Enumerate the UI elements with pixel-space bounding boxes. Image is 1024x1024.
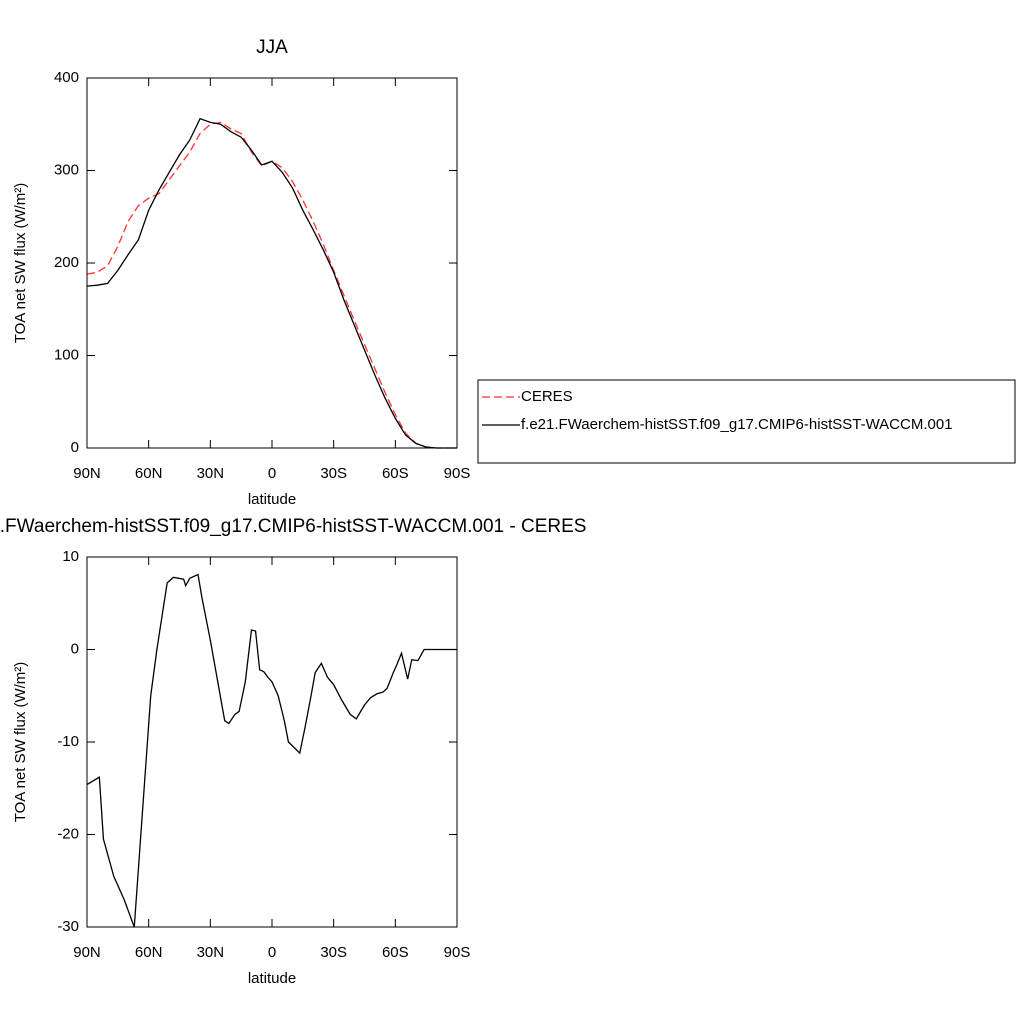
chart-title: f.e21.FWaerchem-histSST.f09_g17.CMIP6-hi…	[0, 516, 586, 537]
x-tick-label: 0	[268, 465, 276, 482]
legend-box	[477, 379, 1016, 464]
x-tick-label: 60N	[135, 944, 163, 961]
x-tick-label: 30S	[320, 465, 347, 482]
data-line	[86, 121, 457, 449]
y-tick-label: -20	[57, 825, 79, 842]
y-axis-label: TOA net SW flux (W/m²)	[12, 662, 29, 823]
x-tick-label: 60N	[135, 465, 163, 482]
x-axis-label: latitude	[248, 491, 296, 508]
plot-frame	[86, 77, 458, 449]
y-tick-label: 0	[71, 439, 79, 456]
y-axis-label: TOA net SW flux (W/m²)	[12, 183, 29, 344]
x-tick-label: 90S	[444, 944, 471, 961]
x-tick-label: 30N	[197, 465, 225, 482]
x-tick-label: 30N	[197, 944, 225, 961]
x-tick-label: 90S	[444, 465, 471, 482]
plot-frame	[86, 556, 458, 928]
legend-label: f.e21.FWaerchem-histSST.f09_g17.CMIP6-hi…	[521, 416, 953, 433]
y-tick-label: -30	[57, 918, 79, 935]
y-tick-label: 400	[54, 69, 79, 86]
x-tick-label: 60S	[382, 944, 409, 961]
y-tick-label: 100	[54, 346, 79, 363]
y-tick-label: 300	[54, 161, 79, 178]
x-tick-label: 60S	[382, 465, 409, 482]
y-tick-label: 200	[54, 254, 79, 271]
x-tick-label: 0	[268, 944, 276, 961]
x-tick-label: 90N	[73, 944, 101, 961]
x-axis-label: latitude	[248, 970, 296, 987]
y-tick-label: 0	[71, 640, 79, 657]
legend-label: CERES	[521, 388, 573, 405]
data-line	[86, 117, 457, 449]
data-line	[86, 573, 457, 928]
y-tick-label: 10	[62, 548, 79, 565]
chart-title: JJA	[256, 37, 288, 58]
x-tick-label: 30S	[320, 944, 347, 961]
x-tick-label: 90N	[73, 465, 101, 482]
y-tick-label: -10	[57, 733, 79, 750]
